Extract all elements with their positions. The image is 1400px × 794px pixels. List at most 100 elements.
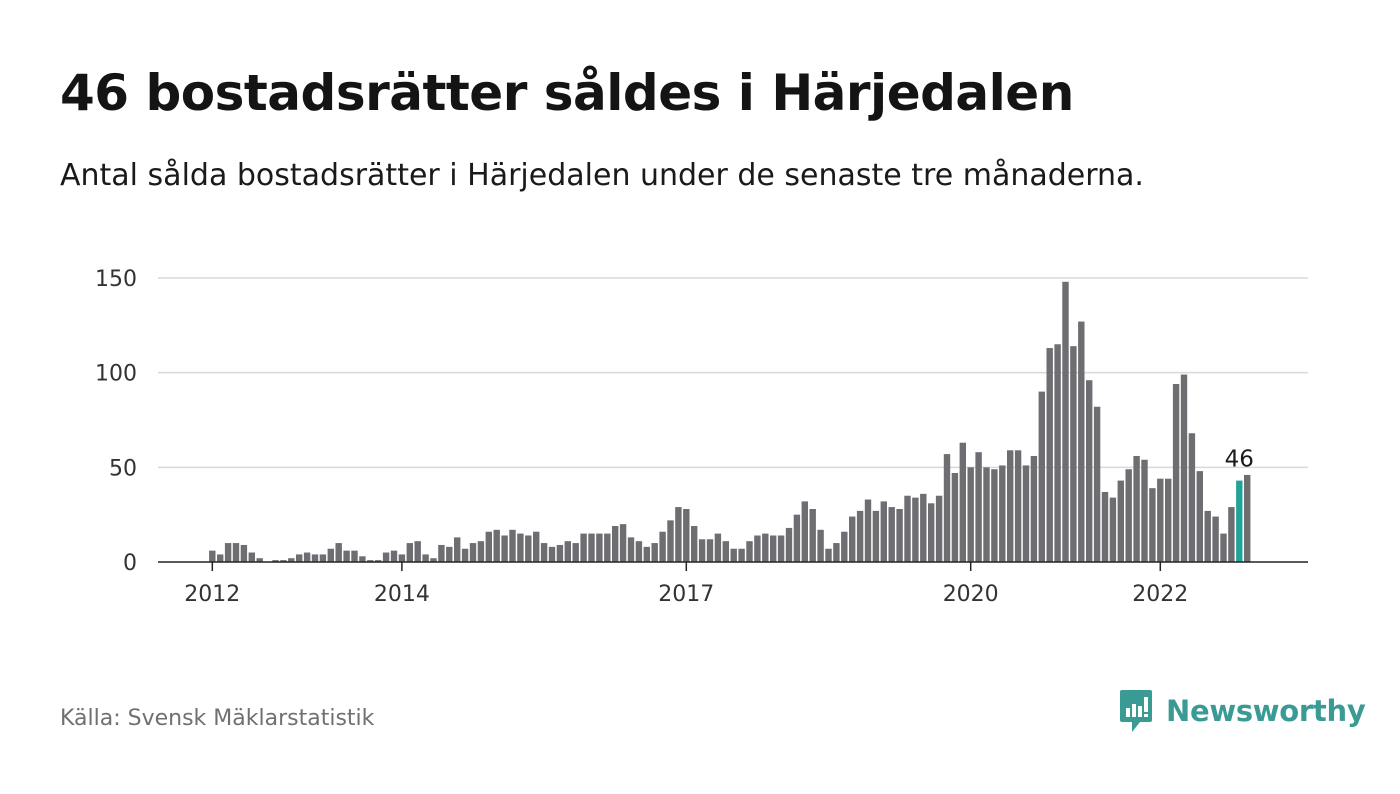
gridlines	[158, 277, 1308, 469]
bar	[446, 546, 453, 562]
bar	[698, 539, 706, 562]
bar	[841, 531, 848, 562]
bar	[359, 556, 366, 562]
bar	[1212, 516, 1219, 562]
bar-highlight	[1236, 480, 1243, 562]
brand-link[interactable]: Newsworthy	[1118, 688, 1366, 734]
bar	[991, 469, 998, 562]
bar	[967, 467, 974, 562]
bar	[1244, 474, 1251, 562]
bar	[1054, 344, 1061, 562]
bar	[1022, 465, 1030, 562]
bar	[493, 529, 500, 562]
bar	[280, 560, 287, 562]
x-tick-label: 2020	[943, 582, 999, 607]
bar	[714, 533, 722, 562]
x-tick-label: 2022	[1132, 582, 1188, 607]
bar	[722, 541, 729, 562]
bar	[1188, 433, 1196, 562]
bar	[604, 533, 611, 562]
bar	[1172, 384, 1180, 562]
bar	[1007, 450, 1014, 562]
bar	[382, 552, 390, 562]
bar	[864, 499, 872, 562]
bar	[217, 554, 224, 562]
bar	[296, 554, 303, 562]
bar	[825, 548, 832, 562]
bar	[627, 537, 635, 562]
bar	[580, 533, 587, 562]
bar	[390, 550, 398, 562]
bar	[833, 543, 840, 562]
bar	[556, 544, 564, 562]
bar	[1078, 321, 1085, 562]
bar	[904, 495, 911, 562]
bar	[564, 541, 571, 562]
bar	[533, 531, 540, 562]
bar	[1109, 497, 1117, 562]
bar	[367, 560, 374, 562]
bar	[1030, 455, 1038, 562]
bar	[1046, 348, 1053, 562]
y-tick-label: 0	[123, 551, 137, 576]
bar	[612, 526, 619, 562]
bar	[248, 552, 255, 562]
bar	[888, 507, 895, 562]
highlight-value-label: 46	[1225, 447, 1254, 473]
bar	[659, 531, 666, 562]
bar	[485, 531, 492, 562]
bar	[209, 550, 216, 562]
bars	[209, 281, 1251, 562]
bar	[912, 497, 919, 562]
bar	[999, 465, 1006, 562]
bar	[375, 560, 382, 562]
bar	[706, 539, 714, 562]
bar	[880, 501, 887, 562]
bar	[675, 507, 682, 562]
x-tick-label: 2012	[184, 582, 240, 607]
bar	[619, 524, 627, 562]
bar	[872, 510, 880, 562]
brand-name: Newsworthy	[1166, 694, 1366, 728]
bar	[540, 543, 548, 562]
bar	[272, 560, 279, 562]
bar	[1125, 469, 1132, 562]
source-note: Källa: Svensk Mäklarstatistik	[60, 706, 375, 731]
bar	[1086, 380, 1093, 562]
chart-title: 46 bostadsrätter såldes i Härjedalen	[60, 64, 1074, 122]
bar	[588, 533, 595, 562]
bar	[1014, 450, 1022, 562]
bar	[683, 508, 690, 562]
bar	[224, 543, 232, 562]
bar	[635, 541, 643, 562]
bar	[240, 544, 248, 562]
bar	[596, 533, 603, 562]
bar	[1196, 471, 1203, 562]
bar	[1141, 459, 1148, 562]
bar	[406, 543, 413, 562]
bar	[975, 452, 982, 562]
bar	[1038, 391, 1045, 562]
bar	[232, 543, 240, 562]
bar	[770, 535, 777, 562]
y-tick-label: 50	[109, 456, 137, 481]
bar	[817, 529, 824, 562]
bar	[667, 520, 674, 562]
bar	[477, 541, 485, 562]
bar	[856, 510, 864, 562]
bar	[525, 535, 532, 562]
bar	[438, 544, 445, 562]
bar	[777, 535, 785, 562]
bar	[469, 543, 477, 562]
bar	[785, 527, 793, 562]
bar	[1117, 480, 1124, 562]
bar	[983, 467, 990, 562]
bar	[1093, 406, 1101, 562]
bar	[548, 546, 556, 562]
x-axis-ticks: 2012 2014 2017 2020 2022	[184, 562, 1188, 607]
bar	[1062, 281, 1069, 562]
bar	[1228, 507, 1235, 562]
bar	[1133, 455, 1140, 562]
bar	[461, 548, 469, 562]
bar	[351, 550, 358, 562]
